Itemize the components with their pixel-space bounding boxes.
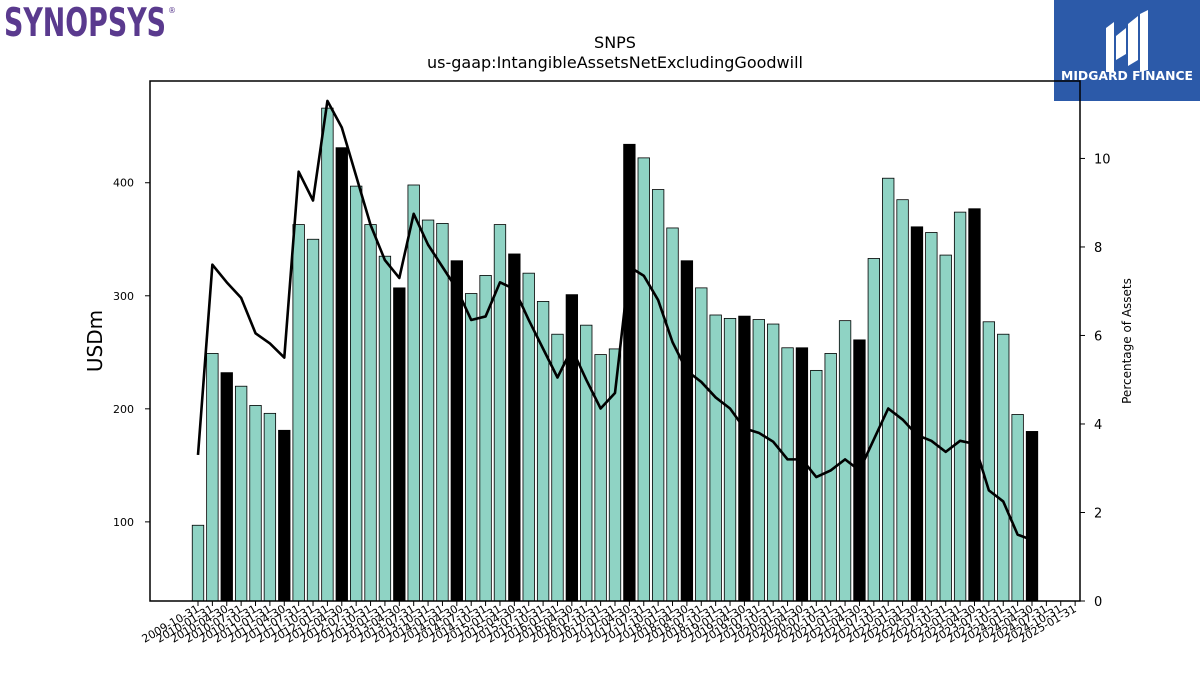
bars-group [191,107,1039,602]
bar [637,157,650,602]
y2-tick-label: 4 [1094,418,1102,433]
y2-tick-label: 0 [1094,595,1102,610]
y2-tick-label: 10 [1094,152,1111,167]
bar [364,224,377,602]
y-tick-label: 300 [113,290,134,303]
bar [752,319,765,602]
y-tick-label: 400 [113,177,134,190]
bar [436,223,449,602]
y2-tick-label: 6 [1094,329,1102,344]
bar [896,199,909,602]
bar [795,347,809,602]
bar [191,524,205,602]
series-line [196,99,1033,542]
bar [925,232,938,602]
bar [709,314,722,602]
bar [234,385,248,602]
bar [306,238,320,602]
bar [939,254,952,602]
bar [278,429,291,602]
bar [968,208,981,602]
y2-axis-label: Percentage of Assets [1120,278,1134,404]
midgard-finance-logo: MIDGARD FINANCE [1054,0,1200,101]
bar [551,333,564,602]
bar [953,211,967,602]
bar [723,317,737,602]
bar [450,260,463,602]
bar [580,324,593,602]
y2-tick-label: 8 [1094,241,1102,256]
bar [824,353,837,602]
bar [565,294,579,602]
plot-frame [149,80,1081,602]
bar [321,107,334,602]
bar [910,226,924,602]
bar [407,184,420,602]
bar [767,323,780,602]
y2-tick-label: 2 [1094,506,1102,521]
y-tick-label: 100 [113,516,134,529]
bar [292,224,305,602]
bar [350,185,363,602]
bar [680,260,694,602]
bar [493,224,507,602]
bar [249,405,262,602]
bar [810,369,823,602]
bar [695,287,708,602]
bar [421,219,435,602]
axes-group: 10020030040002468102009-10-312010-01-312… [113,152,1111,645]
bar [781,347,794,602]
midgard-emblem-icon [1106,10,1148,72]
bar [651,189,665,602]
bar [393,287,406,602]
bar [997,333,1010,602]
midgard-logo-text: MIDGARD FINANCE [1061,69,1193,83]
bar [206,353,219,602]
synopsys-logo-text: SYNOPSYS [4,1,166,46]
y-axis-label: USDm [83,310,107,372]
bar [378,255,392,602]
bar [508,253,521,602]
chart-subtitle: us-gaap:IntangibleAssetsNetExcludingGood… [427,53,803,72]
bar [1011,414,1024,602]
bar [1025,431,1039,602]
synopsys-logo: SYNOPSYS ® [4,0,176,46]
bar [738,315,751,602]
bar [220,372,233,602]
bar [594,354,607,602]
bar [465,293,478,602]
y-tick-label: 200 [113,403,134,416]
bar [982,321,996,602]
bar [479,275,492,602]
bar [263,412,277,602]
line-layer [196,99,1033,542]
bar [623,143,636,602]
bar [335,147,348,602]
svg-text:®: ® [168,6,176,15]
bar [882,177,895,602]
bar [666,227,679,602]
chart-title: SNPS [594,33,636,52]
